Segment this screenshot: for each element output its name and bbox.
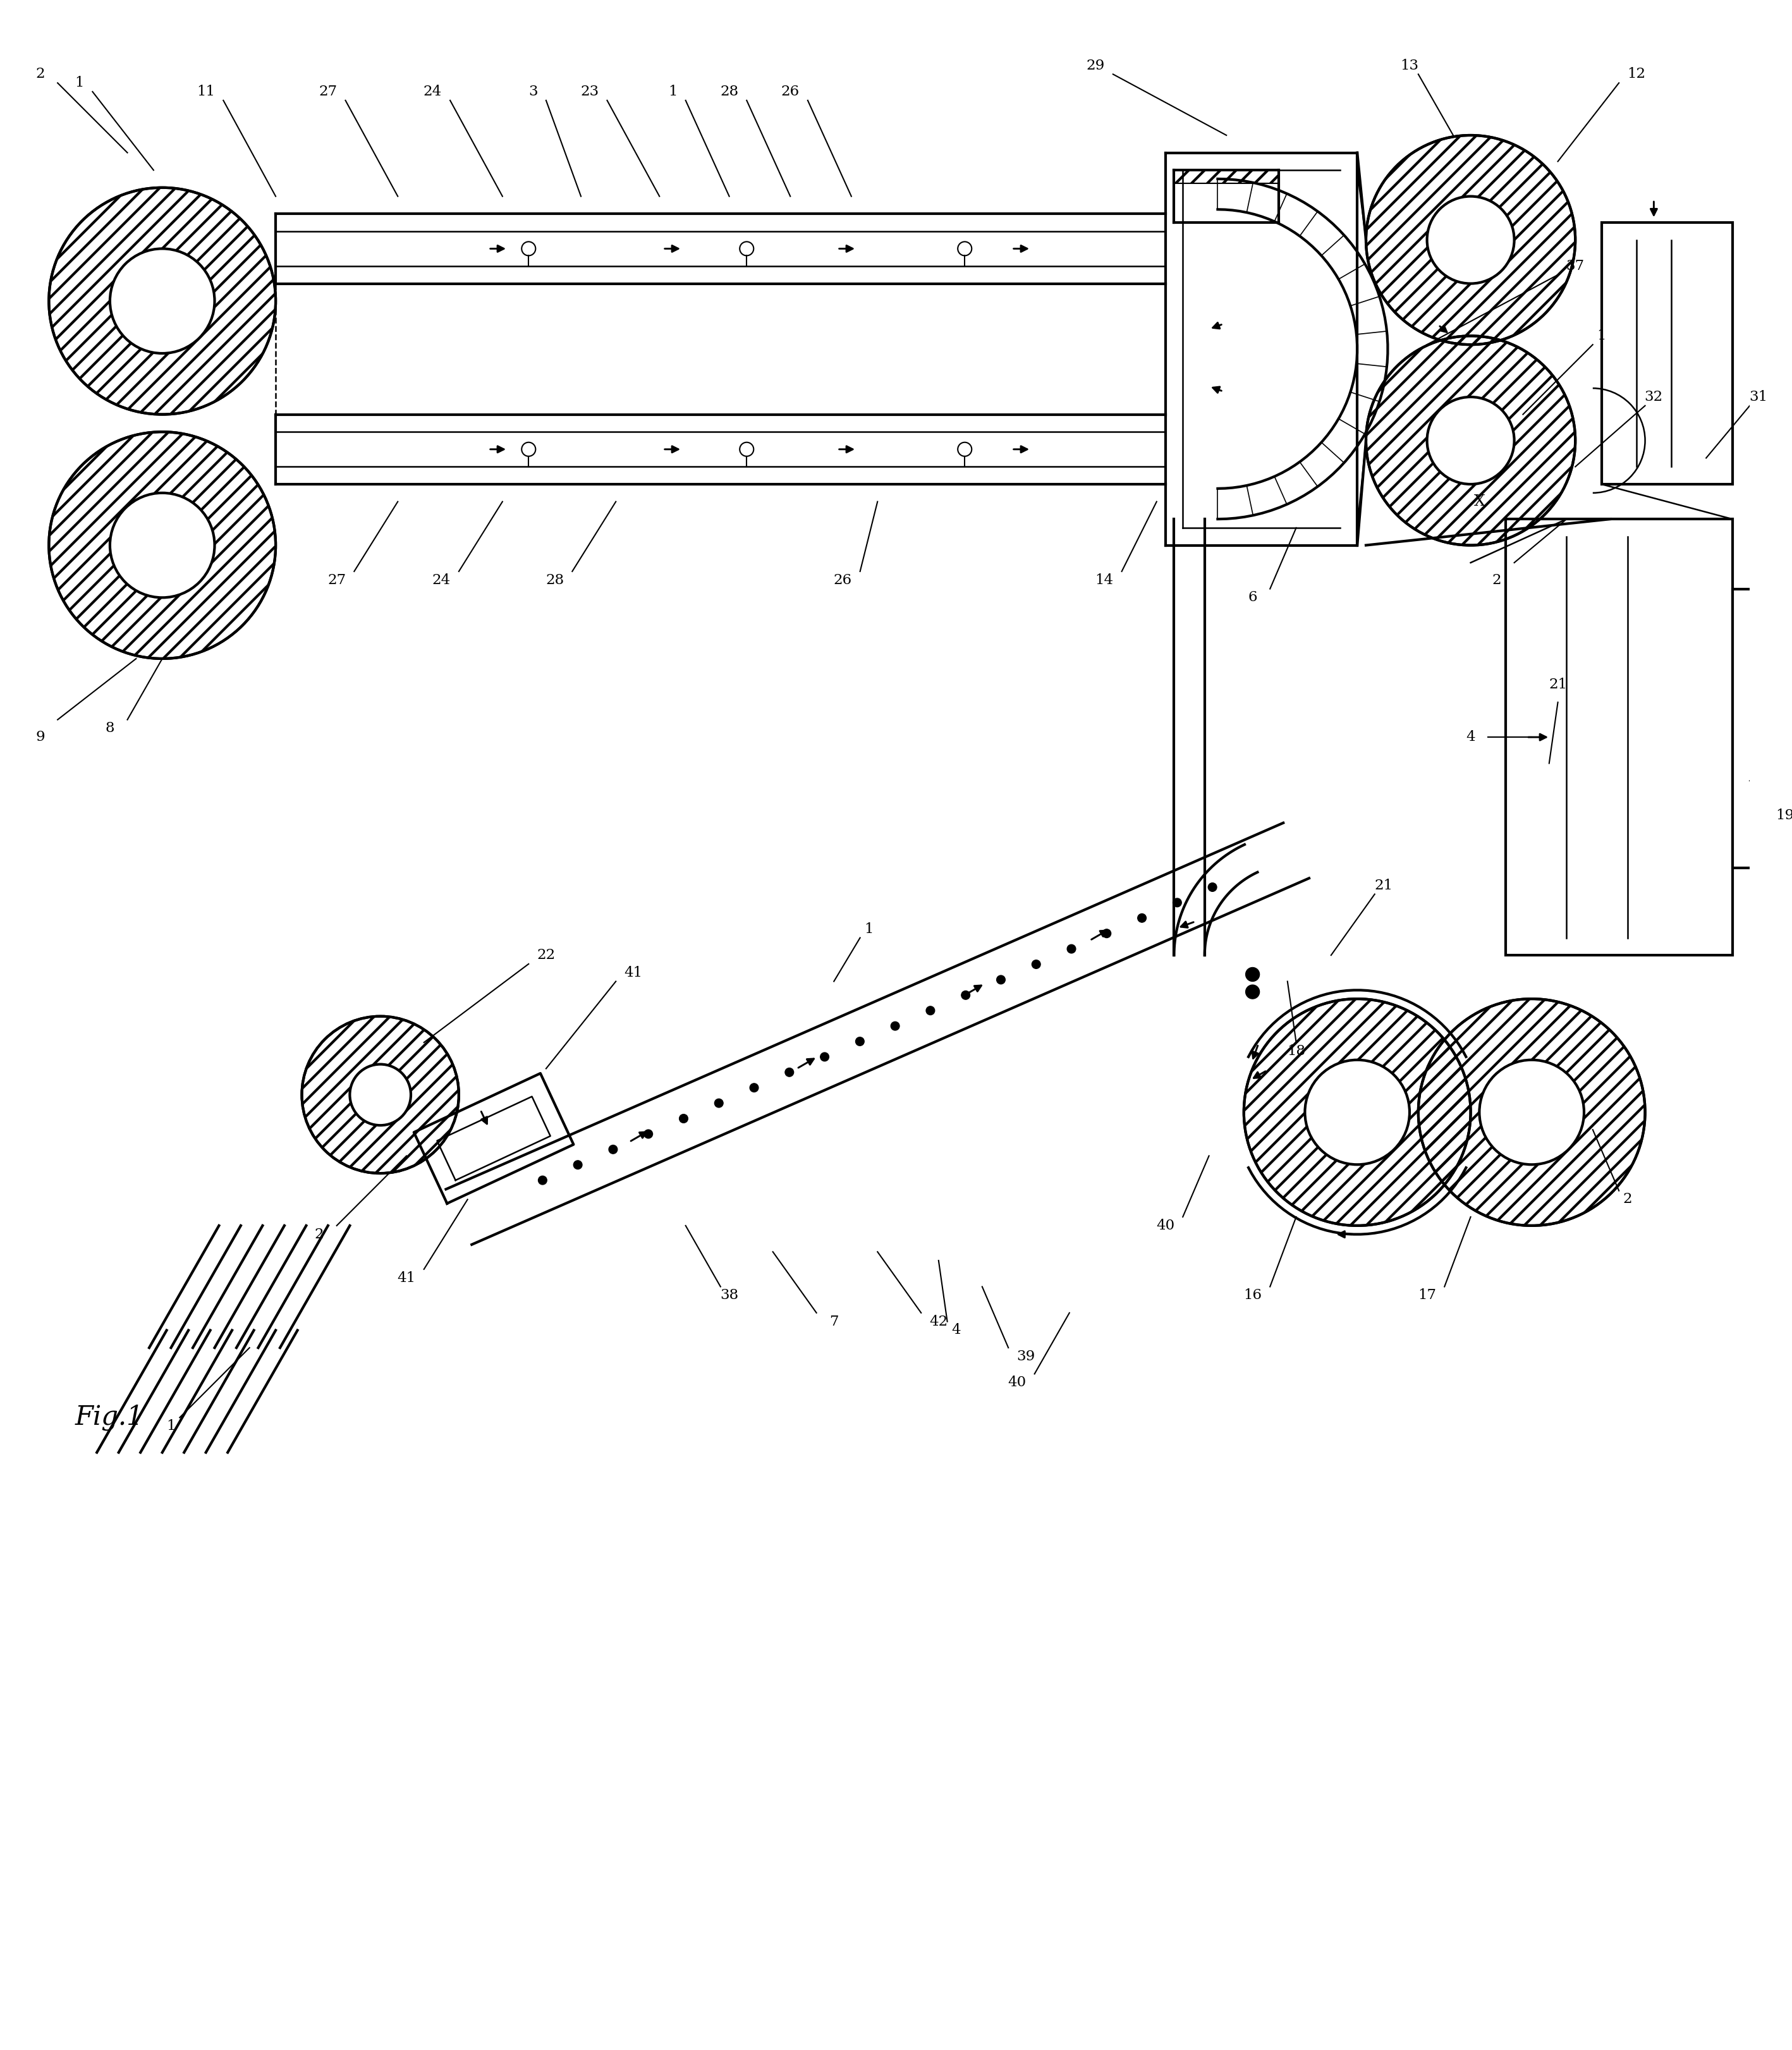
Circle shape bbox=[961, 990, 969, 1000]
Circle shape bbox=[855, 1037, 864, 1046]
Text: 37: 37 bbox=[1566, 258, 1584, 273]
Text: 28: 28 bbox=[545, 574, 564, 586]
Circle shape bbox=[609, 1146, 618, 1154]
Circle shape bbox=[785, 1068, 794, 1076]
Circle shape bbox=[1172, 898, 1181, 906]
Circle shape bbox=[891, 1021, 900, 1031]
Text: 26: 26 bbox=[781, 84, 799, 98]
Text: 6: 6 bbox=[1247, 590, 1258, 605]
Text: 21: 21 bbox=[1548, 679, 1566, 691]
Circle shape bbox=[1245, 984, 1260, 998]
Text: 1: 1 bbox=[75, 76, 84, 90]
Text: 7: 7 bbox=[830, 1314, 839, 1328]
FancyBboxPatch shape bbox=[1733, 588, 1792, 867]
Text: 31: 31 bbox=[1749, 390, 1767, 404]
Circle shape bbox=[1102, 929, 1111, 937]
Circle shape bbox=[1480, 1060, 1584, 1164]
Circle shape bbox=[1138, 914, 1147, 922]
Text: 1: 1 bbox=[1597, 328, 1606, 342]
Text: 23: 23 bbox=[581, 84, 599, 98]
Text: 29: 29 bbox=[1086, 59, 1106, 72]
Text: 12: 12 bbox=[1627, 68, 1645, 82]
Circle shape bbox=[109, 492, 215, 599]
Text: 4: 4 bbox=[1466, 730, 1475, 744]
Circle shape bbox=[1032, 959, 1041, 970]
Text: 2: 2 bbox=[1624, 1193, 1633, 1205]
Text: 17: 17 bbox=[1417, 1289, 1435, 1302]
Text: 27: 27 bbox=[328, 574, 346, 586]
Text: 2: 2 bbox=[36, 68, 45, 82]
Text: 24: 24 bbox=[423, 84, 443, 98]
Text: 4: 4 bbox=[952, 1324, 961, 1337]
Circle shape bbox=[1066, 945, 1075, 953]
Text: 21: 21 bbox=[1374, 879, 1392, 892]
Circle shape bbox=[109, 248, 215, 353]
Text: 19: 19 bbox=[1776, 808, 1792, 822]
Text: 22: 22 bbox=[538, 949, 556, 961]
Circle shape bbox=[749, 1082, 758, 1093]
Circle shape bbox=[1305, 1060, 1410, 1164]
Circle shape bbox=[715, 1099, 724, 1107]
Text: 3: 3 bbox=[529, 84, 538, 98]
Text: 11: 11 bbox=[197, 84, 215, 98]
Text: 2: 2 bbox=[1493, 574, 1502, 586]
Text: 38: 38 bbox=[720, 1289, 738, 1302]
Text: 13: 13 bbox=[1400, 59, 1419, 72]
Text: 32: 32 bbox=[1645, 390, 1663, 404]
Text: Fig.1: Fig.1 bbox=[75, 1404, 143, 1431]
Text: 40: 40 bbox=[1156, 1218, 1174, 1232]
Text: 2: 2 bbox=[315, 1228, 324, 1242]
Circle shape bbox=[821, 1052, 830, 1062]
Circle shape bbox=[1245, 968, 1260, 982]
Circle shape bbox=[573, 1160, 582, 1168]
Circle shape bbox=[996, 976, 1005, 984]
FancyBboxPatch shape bbox=[1602, 223, 1733, 484]
Text: 40: 40 bbox=[1007, 1376, 1027, 1390]
Circle shape bbox=[926, 1007, 935, 1015]
Text: 41: 41 bbox=[624, 966, 643, 980]
Circle shape bbox=[643, 1130, 652, 1138]
Circle shape bbox=[538, 1177, 547, 1185]
Circle shape bbox=[679, 1115, 688, 1123]
Circle shape bbox=[1426, 398, 1514, 484]
Text: 1: 1 bbox=[864, 923, 873, 937]
Text: X: X bbox=[1473, 494, 1486, 508]
Text: 1: 1 bbox=[668, 84, 677, 98]
Text: 14: 14 bbox=[1095, 574, 1113, 586]
FancyBboxPatch shape bbox=[1505, 519, 1733, 955]
Circle shape bbox=[1426, 197, 1514, 283]
Text: 16: 16 bbox=[1244, 1289, 1262, 1302]
Text: 1: 1 bbox=[167, 1419, 176, 1433]
Text: 8: 8 bbox=[106, 722, 115, 736]
Text: 28: 28 bbox=[720, 84, 738, 98]
Circle shape bbox=[349, 1064, 410, 1125]
Text: 9: 9 bbox=[36, 730, 45, 744]
Text: 42: 42 bbox=[930, 1314, 948, 1328]
Text: 39: 39 bbox=[1016, 1349, 1036, 1363]
Text: 24: 24 bbox=[432, 574, 450, 586]
Circle shape bbox=[1208, 884, 1217, 892]
Text: 27: 27 bbox=[319, 84, 337, 98]
Text: 26: 26 bbox=[833, 574, 851, 586]
Text: 18: 18 bbox=[1287, 1043, 1305, 1058]
Text: 41: 41 bbox=[398, 1271, 416, 1285]
